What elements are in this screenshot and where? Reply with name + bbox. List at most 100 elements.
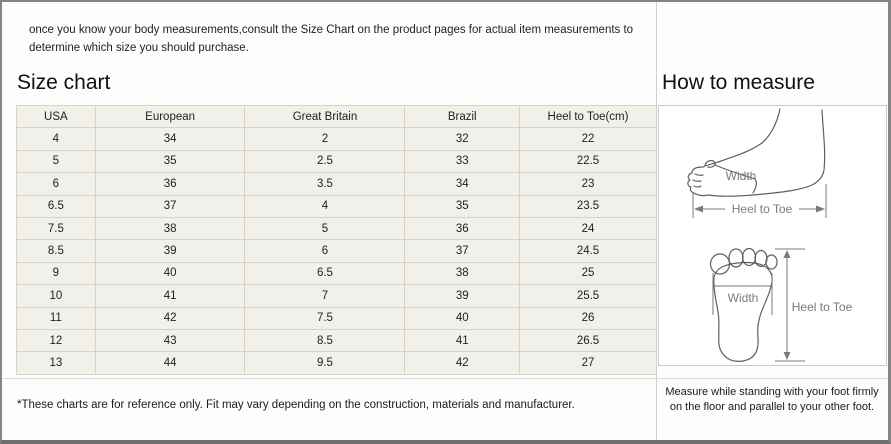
side-foot-diagram: Width Heel to Toe — [687, 108, 827, 218]
table-cell: 22 — [519, 127, 657, 151]
width-label-top: Width — [728, 291, 759, 305]
table-cell: 37 — [404, 239, 521, 263]
table-cell: 35 — [404, 194, 521, 218]
column-header: Great Britain — [244, 104, 406, 129]
table-cell: 38 — [404, 261, 521, 286]
footprint-outline — [713, 261, 773, 362]
table-cell: 42 — [404, 351, 521, 375]
table-cell: 8.5 — [244, 328, 406, 353]
arrowhead-down — [783, 352, 791, 360]
measurement-note: Measure while standing with your foot fi… — [654, 385, 888, 415]
table-row: 4 34 2 32 22 — [16, 127, 657, 151]
arrowhead-right — [816, 205, 825, 213]
table-cell: 38 — [94, 216, 246, 241]
table-cell: 5 — [244, 216, 406, 241]
table-row: 9 40 6.5 38 25 — [16, 261, 657, 286]
table-cell: 25 — [519, 261, 657, 286]
footprint-diagram: Width Heel to Toe — [709, 247, 853, 362]
table-cell: 7.5 — [16, 216, 96, 241]
intro-line-1: once you know your body measurements,con… — [29, 24, 634, 36]
table-row: 12 43 8.5 41 26.5 — [16, 328, 657, 353]
table-cell: 42 — [94, 306, 246, 330]
table-cell: 2 — [244, 127, 406, 151]
arrowhead-up — [783, 250, 791, 258]
table-cell: 24.5 — [519, 239, 657, 263]
table-row: 7.5 38 5 36 24 — [16, 216, 657, 241]
column-header: Brazil — [404, 104, 521, 129]
table-cell: 36 — [94, 172, 246, 196]
size-chart-table: USA European Great Britain Brazil Heel to To… — [16, 104, 657, 375]
arrowhead-left — [694, 205, 703, 213]
table-cell: 37 — [94, 194, 246, 218]
table-row: 6.5 37 4 35 23.5 — [16, 194, 657, 218]
table-cell: 41 — [404, 328, 521, 353]
table-cell: 40 — [94, 261, 246, 286]
width-label-side: Width — [726, 169, 757, 183]
table-cell: 10 — [16, 284, 96, 308]
table-cell: 6.5 — [244, 261, 406, 286]
intro-line-2: determine which size you should purchase… — [29, 42, 249, 54]
table-cell: 44 — [94, 351, 246, 375]
table-cell: 23.5 — [519, 194, 657, 218]
header-row: USA European Great Britain Brazil Heel to To… — [16, 104, 657, 129]
table-cell: 27 — [519, 351, 657, 375]
table-cell: 33 — [404, 149, 521, 174]
column-header: European — [94, 104, 246, 129]
table-row: 5 35 2.5 33 22.5 — [16, 149, 657, 174]
table-cell: 9.5 — [244, 351, 406, 375]
table-cell: 4 — [244, 194, 406, 218]
table-cell: 23 — [519, 172, 657, 196]
toe — [765, 254, 778, 270]
size-chart-footnote: *These charts are for reference only. Fi… — [17, 399, 575, 411]
heel-to-toe-label-top: Heel to Toe — [792, 300, 853, 314]
table-cell: 8.5 — [16, 239, 96, 263]
table-cell: 40 — [404, 306, 521, 330]
side-foot-toe-lines — [692, 173, 704, 188]
table-row: 10 41 7 39 25.5 — [16, 284, 657, 308]
table-cell: 2.5 — [244, 149, 406, 174]
table-cell: 36 — [404, 216, 521, 241]
side-foot-outline — [687, 108, 826, 197]
table-cell: 7.5 — [244, 306, 406, 330]
table-cell: 34 — [94, 127, 246, 151]
heel-to-toe-label-side: Heel to Toe — [732, 202, 793, 216]
table-cell: 6.5 — [16, 194, 96, 218]
table-cell: 39 — [404, 284, 521, 308]
table-cell: 32 — [404, 127, 521, 151]
size-chart-heading: Size chart — [17, 71, 111, 94]
intro-text: once you know your body measurements,con… — [29, 21, 644, 57]
table-cell: 12 — [16, 328, 96, 353]
vertical-divider — [656, 2, 657, 440]
table-cell: 6 — [244, 239, 406, 263]
big-toe — [709, 253, 731, 275]
table-cell: 35 — [94, 149, 246, 174]
table-row: 8.5 39 6 37 24.5 — [16, 239, 657, 263]
table-cell: 13 — [16, 351, 96, 375]
table-cell: 9 — [16, 261, 96, 286]
table-cell: 7 — [244, 284, 406, 308]
measurement-note-line-1: Measure while standing with your foot fi… — [665, 386, 879, 398]
table-cell: 4 — [16, 127, 96, 151]
side-foot-knuckle — [704, 159, 716, 168]
table-cell: 24 — [519, 216, 657, 241]
table-cell: 25.5 — [519, 284, 657, 308]
table-row: 13 44 9.5 42 27 — [16, 351, 657, 375]
table-cell: 43 — [94, 328, 246, 353]
table-cell: 11 — [16, 306, 96, 330]
column-header: Heel to Toe(cm) — [519, 104, 657, 129]
table-cell: 41 — [94, 284, 246, 308]
table-cell: 34 — [404, 172, 521, 196]
table-cell: 26.5 — [519, 328, 657, 353]
table-cell: 39 — [94, 239, 246, 263]
table-cell: 5 — [16, 149, 96, 174]
side-foot-instep-line — [714, 164, 758, 194]
horizontal-divider — [2, 378, 888, 379]
table-row: 11 42 7.5 40 26 — [16, 306, 657, 330]
table-row: 6 36 3.5 34 23 — [16, 172, 657, 196]
measure-diagram-box: Width Heel to Toe Width — [658, 105, 887, 366]
column-header: USA — [16, 104, 96, 129]
how-to-measure-heading: How to measure — [662, 71, 815, 94]
table-cell: 22.5 — [519, 149, 657, 174]
table-cell: 6 — [16, 172, 96, 196]
